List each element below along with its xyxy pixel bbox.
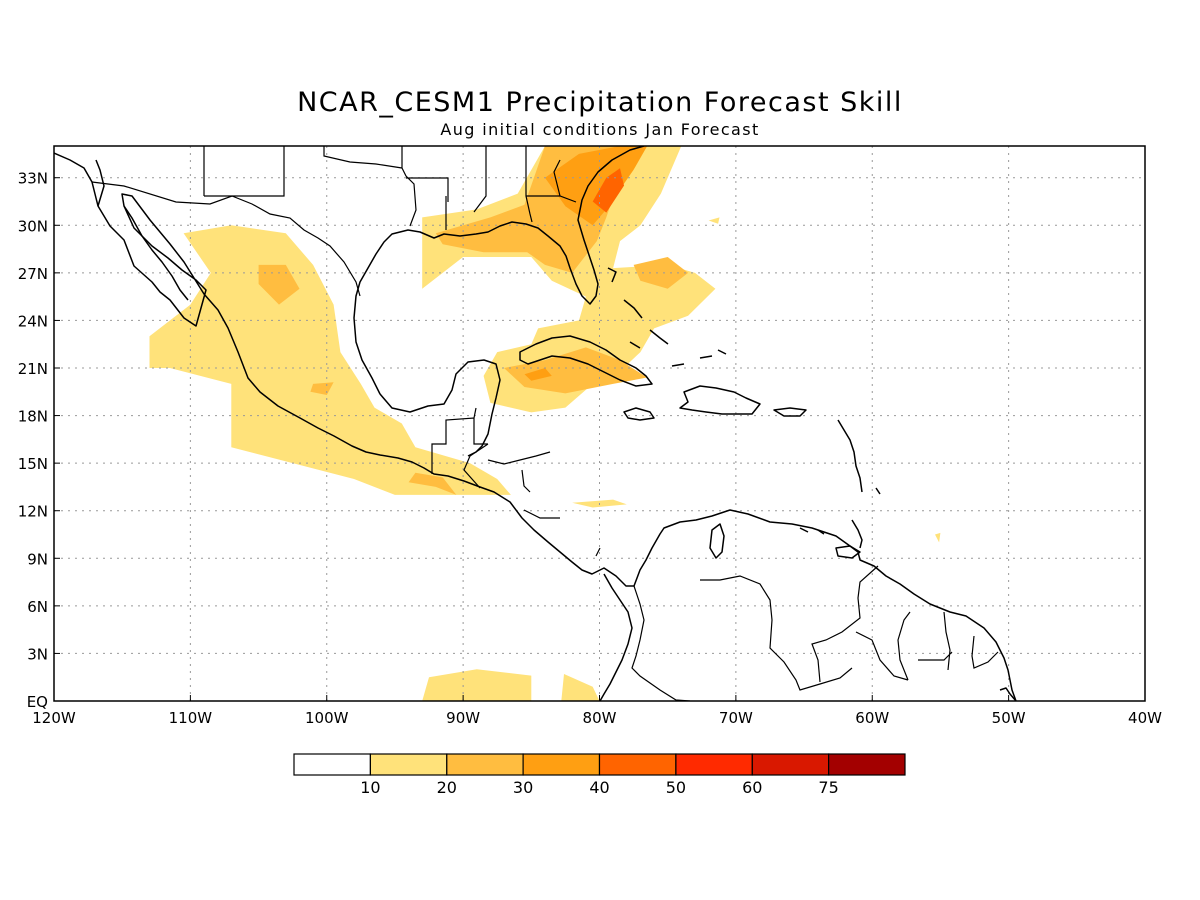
south-america-north-coast: [999, 687, 1017, 701]
colorbar-label: 50: [666, 778, 686, 797]
y-tick-label: 18N: [18, 408, 48, 426]
colorbar-segment-7: [827, 753, 906, 776]
colorbar-segment-4: [598, 753, 677, 776]
x-tick-label: 120W: [32, 709, 76, 727]
colorbar-label: 40: [589, 778, 609, 797]
colorbar-segment-1: [369, 753, 448, 776]
skill-region-14: [708, 217, 720, 224]
coastlines-layer: [54, 146, 1017, 701]
skill-region-0: [149, 225, 511, 495]
us-state-borders: [203, 146, 577, 230]
x-tick-label: 110W: [169, 709, 213, 727]
x-tick-label: 70W: [719, 709, 753, 727]
y-tick-label: 9N: [27, 550, 48, 568]
x-axis-ticks: 120W 110W 100W 90W 80W 70W 60W 50W 40W: [32, 695, 1162, 727]
skill-region-6: [504, 347, 648, 394]
y-axis-ticks: EQ 3N 6N 9N 12N 15N 18N 21N 24N 27N 30N 33N: [18, 170, 60, 711]
colorbar-label: 20: [437, 778, 457, 797]
y-tick-label: 24N: [18, 312, 48, 330]
gulf-coastline: [353, 146, 645, 457]
colorbar-segment-6: [751, 753, 830, 776]
hispaniola-coastline: [679, 385, 761, 415]
us-mexico-border: [91, 181, 361, 297]
y-tick-label: 33N: [18, 170, 48, 188]
y-tick-label: 27N: [18, 265, 48, 283]
skill-region-9: [592, 168, 624, 213]
baja-california-coastline: [95, 159, 105, 207]
south-america-borders: [631, 565, 999, 701]
lat-lon-grid: [54, 146, 1145, 701]
skill-region-1: [258, 264, 300, 305]
skill-region-15: [935, 532, 941, 543]
country-borders-layer: [91, 146, 999, 701]
colorbar-label: 30: [513, 778, 533, 797]
colorbar: 10 20 30 40 50 60 75: [293, 753, 906, 797]
trinidad-coastline: [835, 545, 861, 559]
colorbar-label: 60: [742, 778, 762, 797]
puerto-rico-coastline: [773, 407, 807, 417]
y-tick-label: 15N: [18, 455, 48, 473]
skill-region-8: [545, 146, 648, 226]
colorbar-label: 10: [360, 778, 380, 797]
cuba-coastline: [519, 335, 653, 387]
central-america-borders: [431, 407, 601, 557]
y-tick-label: 3N: [27, 645, 48, 663]
skill-region-10: [524, 368, 552, 381]
skill-region-11: [422, 669, 532, 701]
y-tick-label: 21N: [18, 360, 48, 378]
y-tick-label: 30N: [18, 217, 48, 235]
x-tick-label: 50W: [992, 709, 1026, 727]
colorbar-segment-5: [675, 753, 753, 776]
jamaica-coastline: [623, 407, 655, 421]
gulf-of-california-inner: [123, 205, 189, 301]
chart-title: NCAR_CESM1 Precipitation Forecast Skill: [297, 87, 903, 118]
skill-region-2: [310, 382, 334, 395]
x-tick-label: 40W: [1128, 709, 1162, 727]
skill-region-4: [422, 146, 716, 413]
y-tick-label: 12N: [18, 503, 48, 521]
y-tick-label: 6N: [27, 598, 48, 616]
lake-maracaibo-coastline: [709, 523, 725, 559]
x-tick-label: 80W: [583, 709, 617, 727]
south-america-west-coast: [599, 573, 633, 701]
bahamas-coastline: [607, 267, 727, 367]
y-tick-label: EQ: [27, 693, 48, 711]
colorbar-label: 75: [818, 778, 838, 797]
skill-region-12: [561, 674, 600, 701]
x-tick-label: 60W: [855, 709, 889, 727]
colorbar-segment-2: [446, 753, 524, 776]
skill-region-3: [408, 472, 457, 495]
x-tick-label: 100W: [305, 709, 349, 727]
chart-subtitle: Aug initial conditions Jan Forecast: [440, 120, 759, 139]
lesser-antilles-coastline: [799, 419, 881, 549]
colorbar-segment-3: [522, 753, 601, 776]
skill-region-7: [633, 257, 689, 289]
colorbar-segment-0: [293, 753, 372, 776]
skill-shading-layer: [149, 146, 941, 701]
x-tick-label: 90W: [446, 709, 480, 727]
